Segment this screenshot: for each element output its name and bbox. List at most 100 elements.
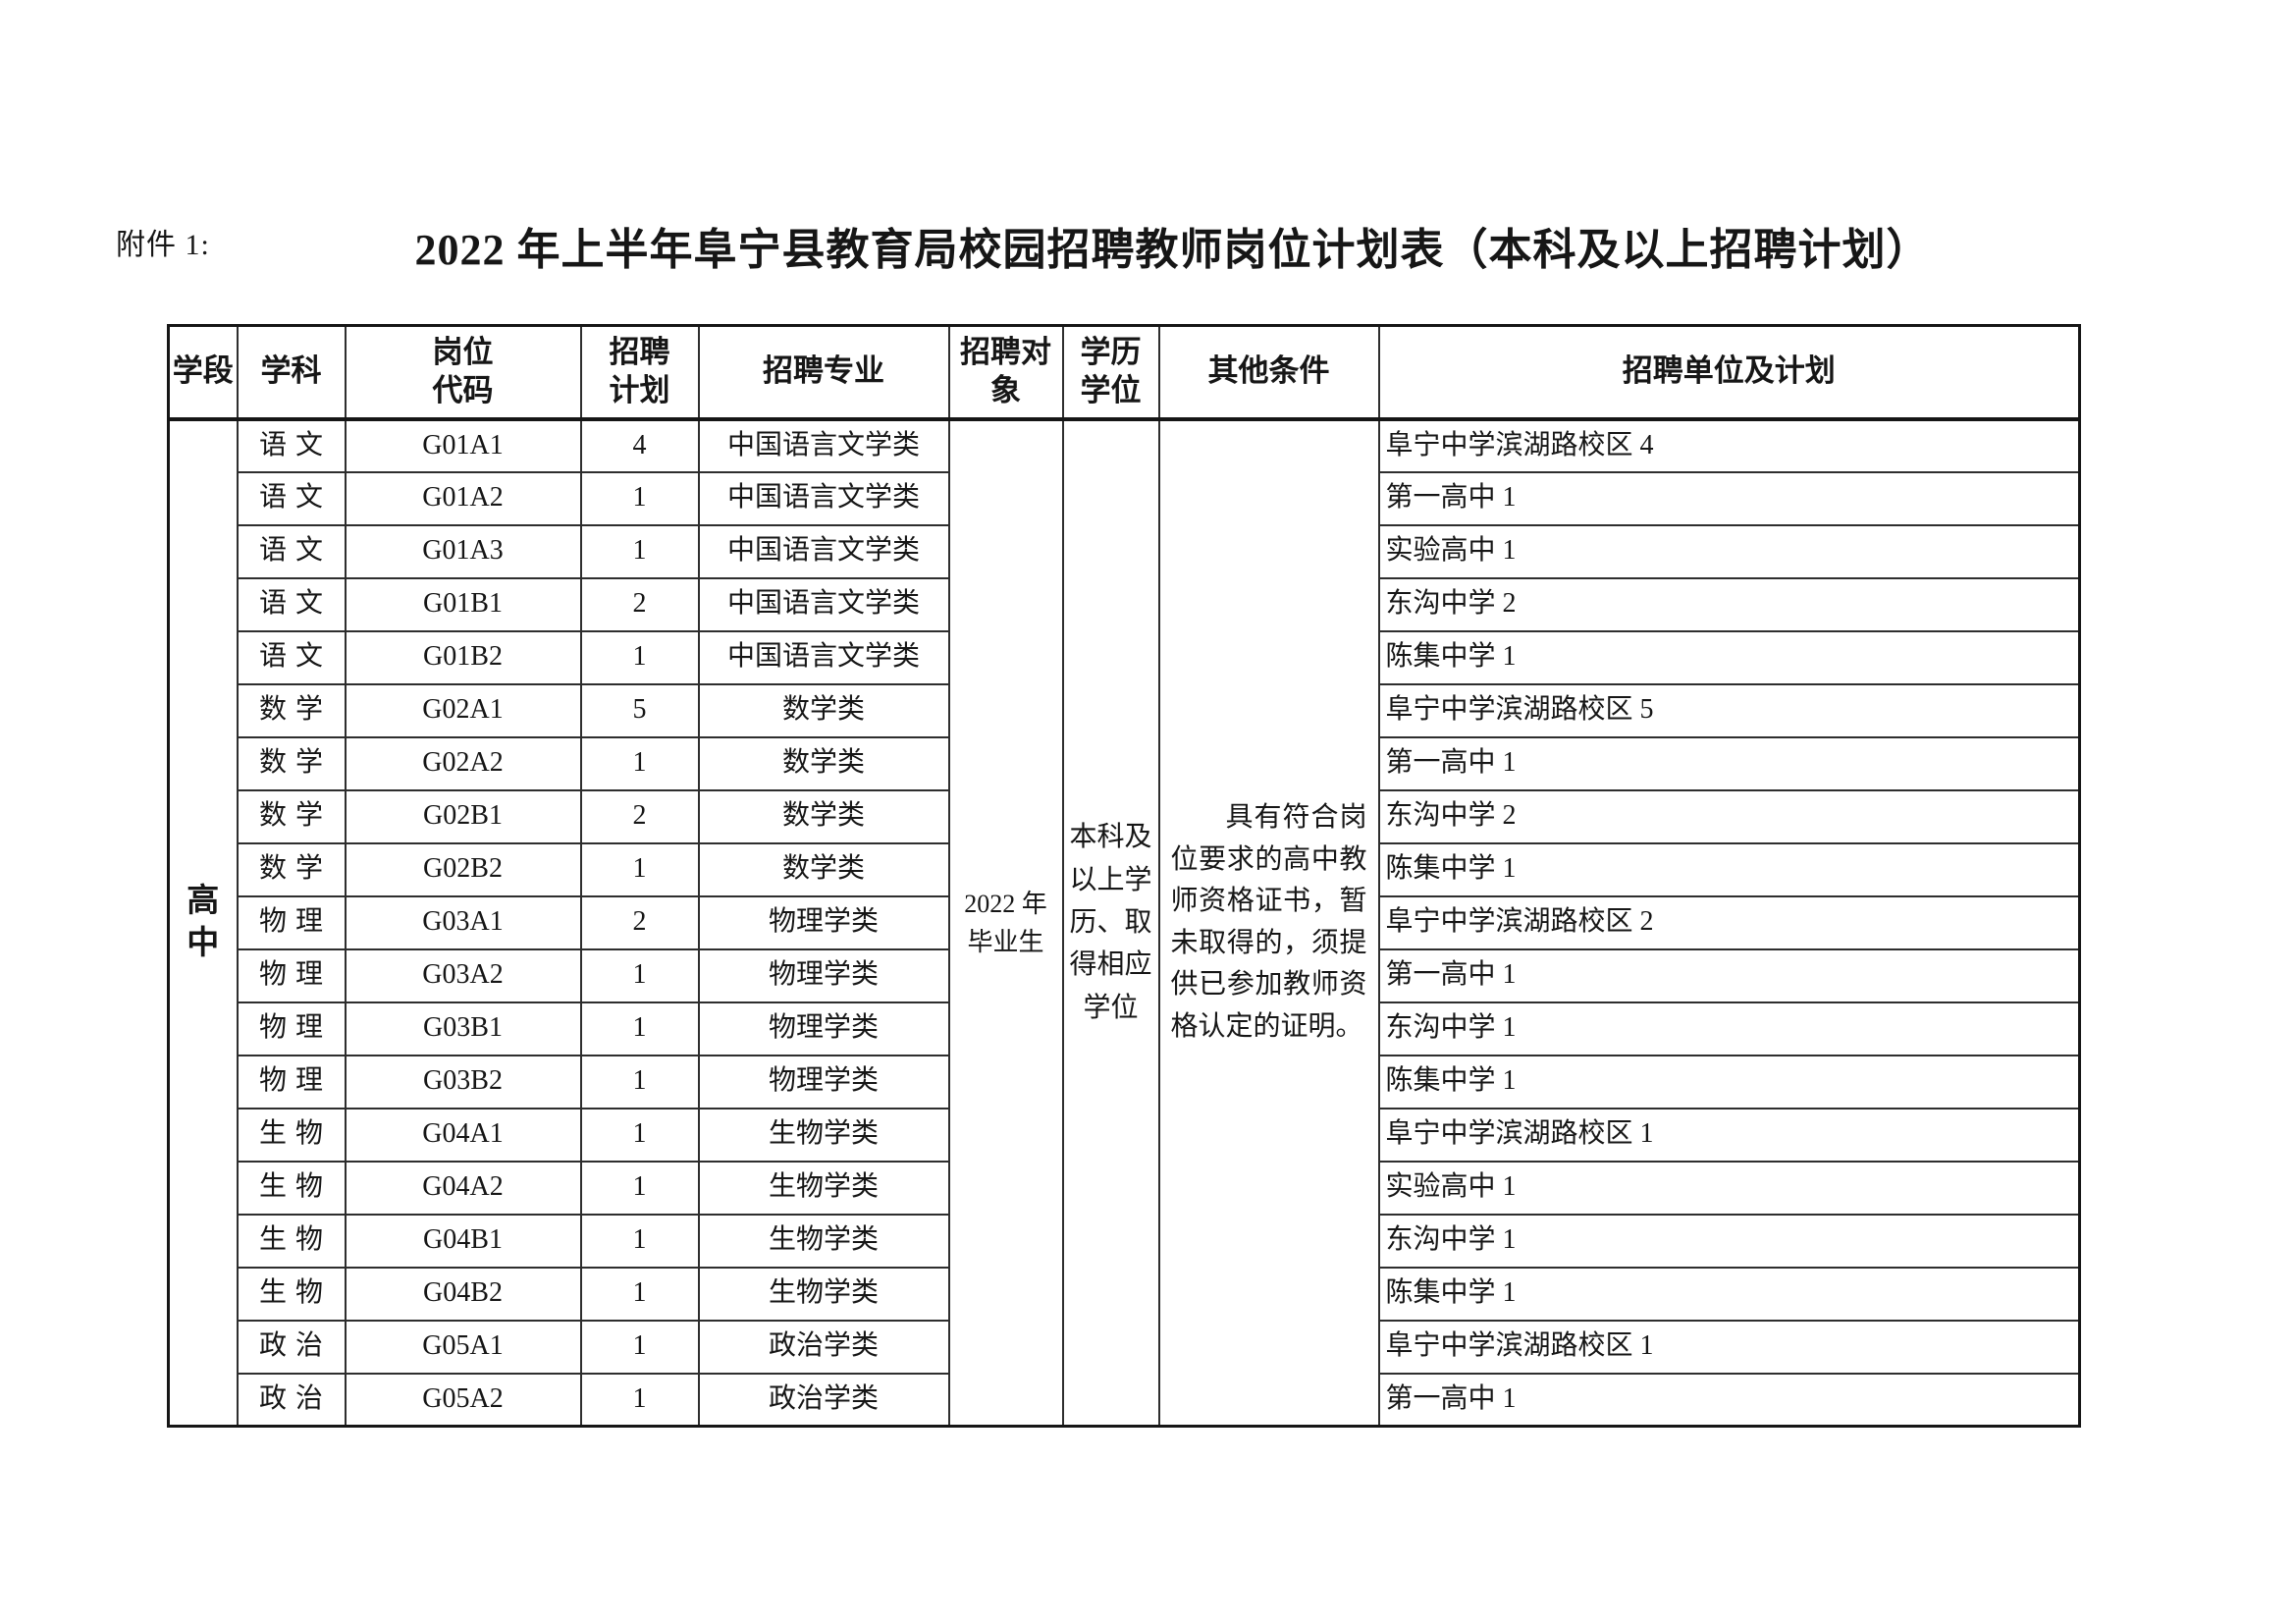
cell-code: G01B1 xyxy=(344,576,582,632)
cell-subject: 语文 xyxy=(236,576,347,632)
cell-major: 中国语言文学类 xyxy=(697,417,950,473)
table-row: 生物 G04B2 1 生物学类 陈集中学 1 xyxy=(169,1266,2081,1322)
cell-major: 物理学类 xyxy=(697,1054,950,1110)
table-row: 生物 G04B1 1 生物学类 东沟中学 1 xyxy=(169,1213,2081,1269)
cell-major: 政治学类 xyxy=(697,1372,950,1428)
cell-count: 1 xyxy=(579,470,700,526)
cell-code: G03A1 xyxy=(344,894,582,950)
cell-subject: 语文 xyxy=(236,629,347,685)
cell-unit: 东沟中学 1 xyxy=(1377,1001,2081,1056)
cell-unit: 东沟中学 2 xyxy=(1377,788,2081,844)
cell-code: G02B1 xyxy=(344,788,582,844)
cell-count: 1 xyxy=(579,523,700,579)
table-row: 物理 G03B2 1 物理学类 陈集中学 1 xyxy=(169,1054,2081,1110)
table-row: 高中 语文 G01A1 4 中国语言文学类 2022 年毕业生 本科及以上学历、… xyxy=(167,417,2081,1428)
cell-major: 物理学类 xyxy=(697,894,950,950)
cell-unit: 阜宁中学滨湖路校区 1 xyxy=(1377,1107,2081,1163)
cell-count: 1 xyxy=(579,1372,700,1428)
cell-major: 中国语言文学类 xyxy=(697,470,950,526)
cell-count: 1 xyxy=(579,1001,700,1056)
cell-unit: 第一高中 1 xyxy=(1377,735,2081,791)
cell-count: 1 xyxy=(579,1160,700,1216)
table-row: 语文 G01A2 1 中国语言文学类 第一高中 1 xyxy=(169,470,2081,526)
table-row: 数学 G02A2 1 数学类 第一高中 1 xyxy=(169,735,2081,791)
cell-major: 中国语言文学类 xyxy=(697,523,950,579)
cell-unit: 实验高中 1 xyxy=(1377,523,2081,579)
header-degree: 学历 学位 xyxy=(1061,324,1160,421)
cell-code: G02B2 xyxy=(344,841,582,897)
cell-subject: 政治 xyxy=(236,1319,347,1375)
cell-count: 1 xyxy=(579,841,700,897)
table-row: 数学 G02B2 1 数学类 陈集中学 1 xyxy=(169,841,2081,897)
header-major: 招聘专业 xyxy=(697,324,950,421)
cell-major: 生物学类 xyxy=(697,1107,950,1163)
table-row: 语文 G01B2 1 中国语言文学类 陈集中学 1 xyxy=(169,629,2081,685)
cell-code: G01A1 xyxy=(344,417,582,473)
cell-count: 1 xyxy=(579,1266,700,1322)
cell-unit: 陈集中学 1 xyxy=(1377,629,2081,685)
cell-major: 中国语言文学类 xyxy=(697,576,950,632)
cell-subject: 物理 xyxy=(236,1054,347,1110)
cell-unit: 陈集中学 1 xyxy=(1377,1054,2081,1110)
attachment-label: 附件 1: xyxy=(116,229,210,261)
recruitment-table: 学段 学科 岗位 代码 招聘 计划 招聘专业 招聘对 象 学历 学位 其他条件 … xyxy=(167,324,2081,1428)
cell-subject: 生物 xyxy=(236,1107,347,1163)
cell-count: 1 xyxy=(579,629,700,685)
cell-count: 1 xyxy=(579,947,700,1003)
cell-code: G03B1 xyxy=(344,1001,582,1056)
cell-subject: 生物 xyxy=(236,1160,347,1216)
header-count: 招聘 计划 xyxy=(579,324,700,421)
table-row: 语文 G01A3 1 中国语言文学类 实验高中 1 xyxy=(169,523,2081,579)
table-row: 物理 G03B1 1 物理学类 东沟中学 1 xyxy=(169,1001,2081,1056)
cell-code: G04A1 xyxy=(344,1107,582,1163)
cell-count: 1 xyxy=(579,1054,700,1110)
cell-major: 数学类 xyxy=(697,735,950,791)
cell-major: 政治学类 xyxy=(697,1319,950,1375)
cell-subject: 物理 xyxy=(236,947,347,1003)
table-row: 物理 G03A2 1 物理学类 第一高中 1 xyxy=(169,947,2081,1003)
table-row: 数学 G02B1 2 数学类 东沟中学 2 xyxy=(169,788,2081,844)
degree-cell: 本科及以上学历、取得相应学位 xyxy=(1061,417,1160,1428)
cell-subject: 语文 xyxy=(236,523,347,579)
cell-major: 物理学类 xyxy=(697,947,950,1003)
table-row: 政治 G05A1 1 政治学类 阜宁中学滨湖路校区 1 xyxy=(169,1319,2081,1375)
cell-subject: 数学 xyxy=(236,735,347,791)
page-title: 2022 年上半年阜宁县教育局校园招聘教师岗位计划表（本科及以上招聘计划） xyxy=(414,226,1931,274)
header-target: 招聘对 象 xyxy=(947,324,1064,421)
other-conditions-text: 具有符合岗位要求的高中教师资格证书，暂未取得的，须提供已参加教师资格认定的证明。 xyxy=(1170,802,1367,1042)
cell-major: 物理学类 xyxy=(697,1001,950,1056)
table-row: 物理 G03A1 2 物理学类 阜宁中学滨湖路校区 2 xyxy=(169,894,2081,950)
cell-code: G01A2 xyxy=(344,470,582,526)
cell-unit: 东沟中学 1 xyxy=(1377,1213,2081,1269)
cell-unit: 第一高中 1 xyxy=(1377,947,2081,1003)
cell-code: G04B2 xyxy=(344,1266,582,1322)
cell-count: 5 xyxy=(579,682,700,738)
cell-count: 2 xyxy=(579,576,700,632)
cell-code: G05A2 xyxy=(344,1372,582,1428)
cell-major: 生物学类 xyxy=(697,1266,950,1322)
cell-major: 生物学类 xyxy=(697,1160,950,1216)
cell-unit: 阜宁中学滨湖路校区 1 xyxy=(1377,1319,2081,1375)
cell-subject: 物理 xyxy=(236,1001,347,1056)
cell-unit: 阜宁中学滨湖路校区 2 xyxy=(1377,894,2081,950)
cell-subject: 政治 xyxy=(236,1372,347,1428)
header-other: 其他条件 xyxy=(1157,324,1380,421)
table-row: 语文 G01B1 2 中国语言文学类 东沟中学 2 xyxy=(169,576,2081,632)
cell-unit: 第一高中 1 xyxy=(1377,470,2081,526)
stage-cell: 高中 xyxy=(167,417,239,1428)
header-subject: 学科 xyxy=(236,324,347,421)
cell-code: G01B2 xyxy=(344,629,582,685)
header-unit: 招聘单位及计划 xyxy=(1377,324,2081,421)
cell-subject: 语文 xyxy=(236,470,347,526)
cell-unit: 阜宁中学滨湖路校区 4 xyxy=(1377,417,2081,473)
cell-count: 1 xyxy=(579,1107,700,1163)
cell-code: G04A2 xyxy=(344,1160,582,1216)
cell-subject: 数学 xyxy=(236,788,347,844)
cell-code: G01A3 xyxy=(344,523,582,579)
cell-subject: 数学 xyxy=(236,682,347,738)
cell-count: 2 xyxy=(579,894,700,950)
header-code: 岗位 代码 xyxy=(344,324,582,421)
header-row: 学段 学科 岗位 代码 招聘 计划 招聘专业 招聘对 象 学历 学位 其他条件 … xyxy=(167,324,2081,421)
cell-subject: 数学 xyxy=(236,841,347,897)
